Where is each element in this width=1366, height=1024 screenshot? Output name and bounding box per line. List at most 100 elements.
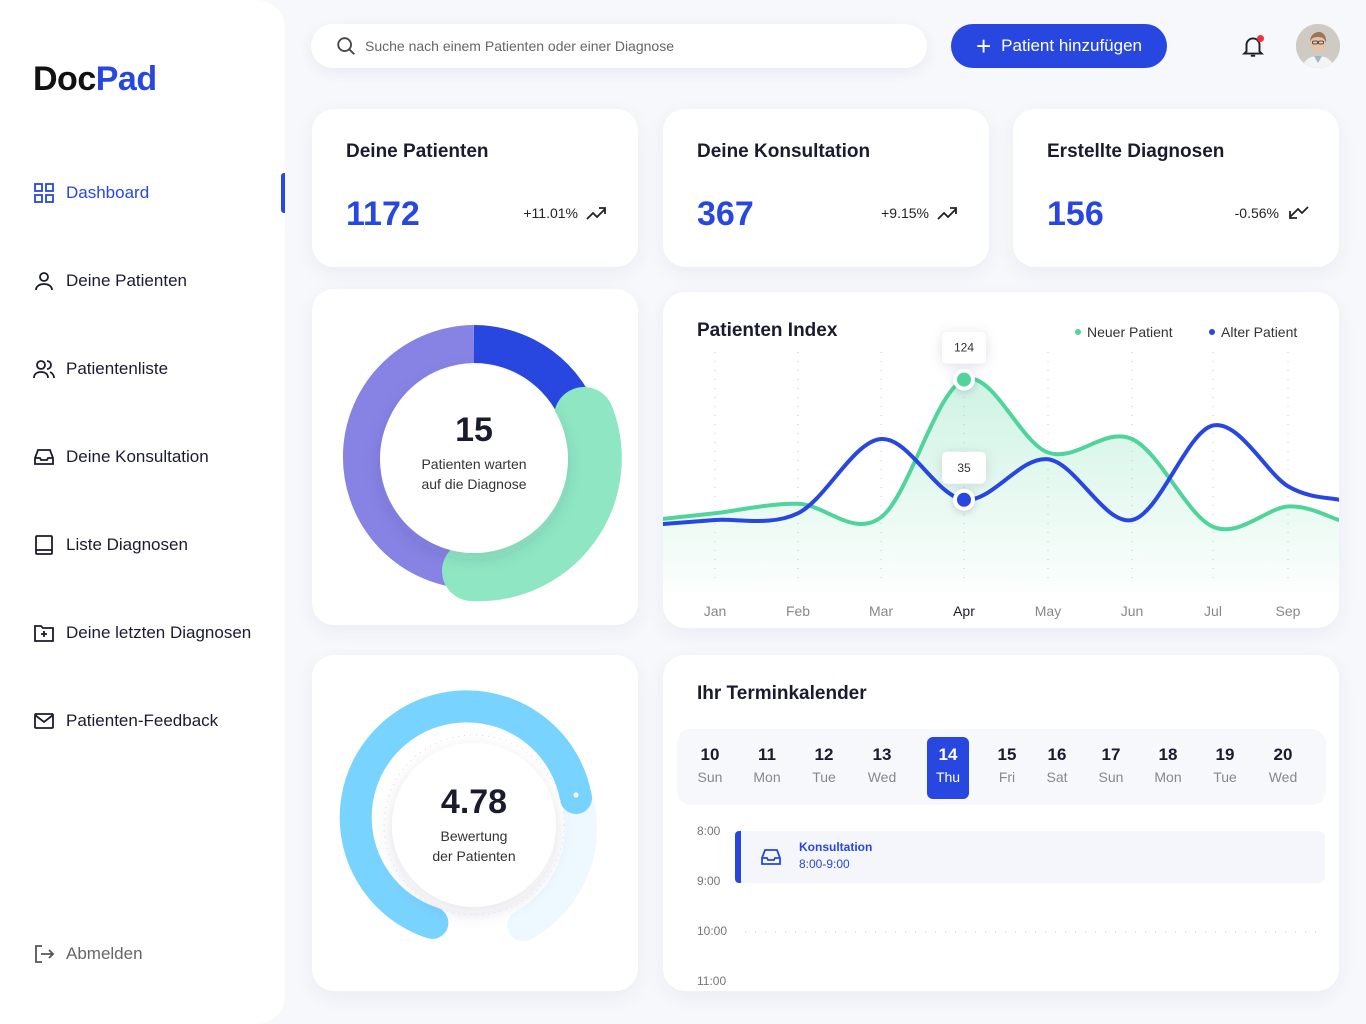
avatar[interactable] xyxy=(1296,24,1340,68)
stat-change-value: -0.56% xyxy=(1234,205,1279,221)
day-weekday: Tue xyxy=(1213,769,1237,785)
stat-value: 1172 xyxy=(346,195,420,233)
rating-label-2: der Patienten xyxy=(432,848,516,864)
waiting-value: 15 xyxy=(455,411,493,449)
active-indicator xyxy=(281,173,285,213)
day-14-selected[interactable]: 14 Thu xyxy=(927,737,969,799)
day-17[interactable]: 17 Sun xyxy=(1090,737,1132,799)
logo[interactable]: DocPad xyxy=(33,60,157,99)
logo-part2: Pad xyxy=(95,60,157,98)
appointment-konsultation[interactable]: Konsultation 8:00-9:00 xyxy=(735,831,1325,883)
donut-center-disc xyxy=(380,365,568,553)
time-label: 10:00 xyxy=(697,924,728,938)
notification-bell[interactable] xyxy=(1240,33,1266,59)
sidebar-item-deine-konsultation[interactable]: Deine Konsultation xyxy=(32,437,285,477)
stat-card-patients[interactable]: Deine Patienten 1172 +11.01% xyxy=(312,109,638,267)
day-weekday: Wed xyxy=(867,769,897,785)
day-19[interactable]: 19 Tue xyxy=(1204,737,1246,799)
stat-title: Erstellte Diagnosen xyxy=(1047,141,1225,162)
waiting-center: 15 Patienten warten auf die Diagnose xyxy=(374,411,574,494)
sidebar-item-label: Patientenliste xyxy=(66,359,169,378)
day-18[interactable]: 18 Mon xyxy=(1147,737,1189,799)
bell-icon xyxy=(1241,37,1265,57)
time-label: 9:00 xyxy=(697,874,721,888)
time-label: 11:00 xyxy=(697,974,727,988)
day-13[interactable]: 13 Wed xyxy=(861,737,903,799)
legend-label: Alter Patient xyxy=(1221,324,1298,340)
calendar-card: Ihr Terminkalender 10 Sun 11 Mon 12 Tue 13 W… xyxy=(663,655,1339,991)
data-point-alter-patient[interactable]: 35 xyxy=(942,451,986,511)
inbox-icon xyxy=(761,849,781,865)
logout-button[interactable]: Abmelden xyxy=(32,942,143,966)
rating-gauge xyxy=(339,690,597,942)
search-icon xyxy=(337,37,355,55)
stat-card-consultations[interactable]: Deine Konsultation 367 +9.15% xyxy=(663,109,989,267)
series-line-neuer-patient xyxy=(663,376,1339,532)
stat-change: +9.15% xyxy=(881,205,959,221)
day-number: 19 xyxy=(1215,745,1235,764)
inbox-icon xyxy=(34,449,54,465)
day-15[interactable]: 15 Fri xyxy=(986,737,1028,799)
gauge-dotted-ring xyxy=(383,734,565,916)
day-10[interactable]: 10 Sun xyxy=(689,737,731,799)
avatar-image xyxy=(1296,24,1340,68)
donut-segment-green xyxy=(442,387,622,602)
rating-label-1: Bewertung xyxy=(440,828,508,844)
day-16[interactable]: 16 Sat xyxy=(1036,737,1078,799)
stat-card-diagnoses[interactable]: Erstellte Diagnosen 156 -0.56% xyxy=(1013,109,1339,267)
stat-value: 367 xyxy=(697,195,754,233)
data-label: 35 xyxy=(957,461,971,475)
patient-index-card: Patienten Index Neuer Patient Alter Pati… xyxy=(663,292,1339,628)
add-patient-button[interactable]: + Patient hinzufügen xyxy=(951,24,1167,68)
sidebar-item-deine-patienten[interactable]: Deine Patienten xyxy=(32,261,285,301)
x-tick-label: Jan xyxy=(704,603,727,619)
event-title: Konsultation xyxy=(799,840,873,854)
time-label: 8:00 xyxy=(697,824,721,838)
x-tick-label: Sep xyxy=(1276,603,1301,619)
add-patient-label: Patient hinzufügen xyxy=(1001,36,1143,55)
day-number: 13 xyxy=(872,745,892,764)
search-bar xyxy=(311,24,927,68)
logo-part1: Doc xyxy=(33,60,96,98)
day-weekday: Thu xyxy=(935,769,961,785)
day-number: 15 xyxy=(997,745,1017,764)
day-12[interactable]: 12 Tue xyxy=(803,737,845,799)
sidebar-item-label: Deine letzten Diagnosen xyxy=(66,623,252,642)
stat-value: 156 xyxy=(1047,195,1104,233)
data-point-neuer-patient[interactable]: 124 xyxy=(942,331,986,391)
day-weekday: Wed xyxy=(1268,769,1298,785)
sidebar: DocPad Dashboard Deine Patienten Patient… xyxy=(0,0,285,1024)
x-tick-label: Mar xyxy=(869,603,893,619)
legend-new-patient: Neuer Patient xyxy=(1075,324,1173,340)
day-11[interactable]: 11 Mon xyxy=(746,737,788,799)
x-tick-label: May xyxy=(1035,603,1061,619)
legend-dot-blue xyxy=(1209,329,1215,335)
sidebar-item-label: Liste Diagnosen xyxy=(66,535,188,554)
sidebar-item-label: Deine Konsultation xyxy=(66,447,209,466)
sidebar-item-deine-letzten-diagnosen[interactable]: Deine letzten Diagnosen xyxy=(32,613,285,653)
day-number: 12 xyxy=(814,745,834,764)
rating-center: 4.78 Bewertung der Patienten xyxy=(374,783,574,866)
day-weekday: Sun xyxy=(1098,769,1124,785)
sidebar-item-dashboard[interactable]: Dashboard xyxy=(32,173,285,213)
trend-up-icon xyxy=(586,207,606,220)
sidebar-item-patientenliste[interactable]: Patientenliste xyxy=(32,349,285,389)
trend-down-icon xyxy=(1289,206,1309,219)
search-input[interactable] xyxy=(365,38,885,54)
stat-change: +11.01% xyxy=(523,205,608,221)
x-tick-label: Jun xyxy=(1121,603,1144,619)
day-weekday: Mon xyxy=(1154,769,1182,785)
stat-change-value: +9.15% xyxy=(881,205,929,221)
day-20[interactable]: 20 Wed xyxy=(1262,737,1304,799)
sidebar-item-label: Dashboard xyxy=(66,183,150,202)
gauge-end-dot xyxy=(573,792,579,798)
plus-icon: + xyxy=(975,31,992,61)
sidebar-item-liste-diagnosen[interactable]: Liste Diagnosen xyxy=(32,525,285,565)
sidebar-item-patienten-feedback[interactable]: Patienten-Feedback xyxy=(32,701,285,741)
notification-dot xyxy=(1257,35,1264,42)
legend-dot-green xyxy=(1075,329,1081,335)
sidebar-item-label: Deine Patienten xyxy=(66,271,187,290)
day-weekday: Sat xyxy=(1046,769,1068,785)
grid-icon xyxy=(34,183,54,203)
patient-index-chart: Jan Feb Mar Apr May Jun Jul Sep 124 35 xyxy=(663,331,1339,619)
